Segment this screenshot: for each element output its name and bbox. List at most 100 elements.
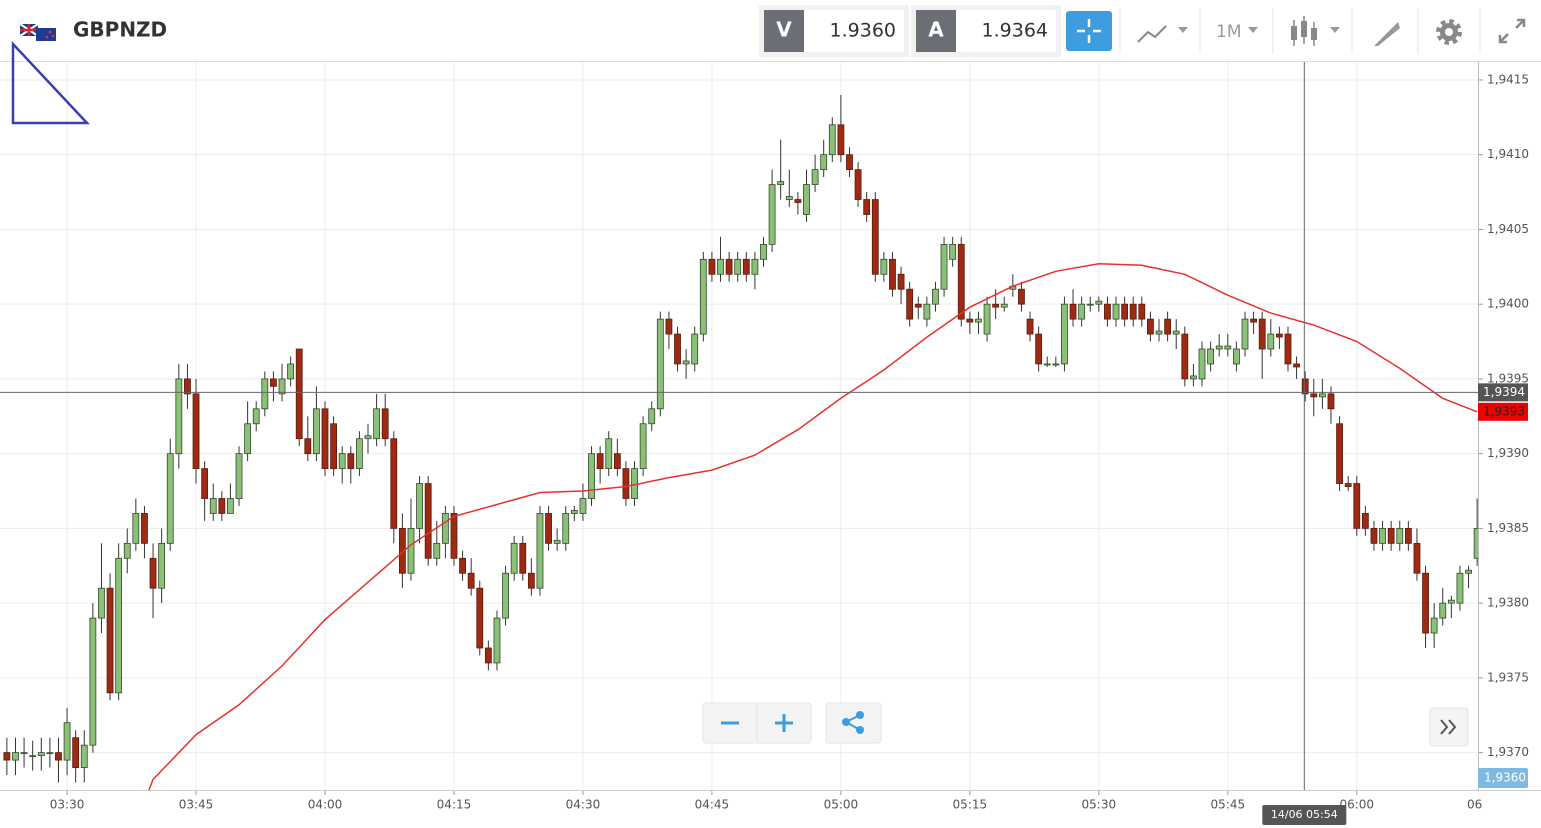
candle-body <box>192 393 200 470</box>
zoom-in[interactable] <box>775 714 793 732</box>
x-tick-label: 06:00 <box>1339 798 1374 812</box>
candle-body <box>235 453 243 499</box>
grid <box>0 62 1478 790</box>
x-tick-label: 04:00 <box>308 798 343 812</box>
candle-body <box>115 557 123 694</box>
candle-body <box>476 587 484 649</box>
candle-body <box>149 557 157 589</box>
candle-body <box>98 587 105 619</box>
candle-body <box>1344 483 1352 487</box>
candle-body <box>1318 393 1326 398</box>
candle-body <box>106 587 114 694</box>
moving-average <box>148 263 1478 790</box>
scroll-end-button[interactable] <box>1429 707 1469 747</box>
draw-icon[interactable] <box>1374 22 1400 46</box>
y-tick-label: 1,9400 <box>1487 297 1529 311</box>
candle-body <box>553 539 561 544</box>
candle-body <box>983 303 991 335</box>
candle-body <box>338 453 346 470</box>
candle-body <box>347 453 355 470</box>
candle-body <box>1370 527 1378 544</box>
candle-body <box>459 557 466 574</box>
candle-body <box>1430 617 1438 634</box>
y-tick-label: 1,9375 <box>1487 670 1529 684</box>
candle-body <box>1267 333 1275 350</box>
axes: 1,9370 1,9375 1,9380 1,9385 1,9390 1,9395 1,94… <box>0 62 1541 825</box>
candle-body <box>828 124 836 156</box>
candle-body <box>287 363 295 380</box>
candle-body <box>957 243 965 320</box>
timeframe[interactable]: 1M <box>1216 22 1241 42</box>
candle-body <box>1035 333 1043 365</box>
candle-body <box>708 258 716 275</box>
candle-type-icon[interactable] <box>1291 16 1317 46</box>
candle-body <box>1310 393 1318 398</box>
candle-body <box>12 752 19 761</box>
x-tick-label: 03:30 <box>50 798 85 812</box>
y-tick-label: 1,9380 <box>1487 596 1529 610</box>
indicator-icon[interactable] <box>1137 25 1167 43</box>
symbol: GBPNZD <box>73 18 167 42</box>
candle-body <box>1181 333 1189 380</box>
candle-body <box>1026 318 1034 335</box>
y-tick-label: 1,9370 <box>1487 745 1529 759</box>
flag <box>19 23 56 41</box>
candle-body <box>398 527 406 574</box>
candle-body <box>3 752 11 761</box>
candle-body <box>175 378 183 455</box>
candle-body <box>545 513 552 544</box>
buy-button[interactable] <box>916 10 956 52</box>
candle-body <box>313 408 320 455</box>
collapse-icon[interactable] <box>1498 18 1526 44</box>
candle-body <box>218 498 226 514</box>
y-tick-label: 1,9390 <box>1487 446 1529 460</box>
candle-body <box>63 722 71 761</box>
candle-body <box>751 258 759 275</box>
candle-body <box>123 542 131 559</box>
candle-body <box>493 617 501 664</box>
candle-body <box>467 572 475 589</box>
candle-body <box>768 184 776 245</box>
candle-body <box>1456 572 1464 604</box>
candle-body <box>622 468 630 499</box>
candle-body <box>166 453 174 544</box>
candle-body <box>244 423 252 455</box>
share-button[interactable] <box>825 702 882 744</box>
candle-body <box>407 527 415 574</box>
candle-body <box>1207 348 1215 365</box>
x-tick-label: 06 <box>1467 798 1482 812</box>
header: GBPNZD V 1.9360 A 1.9364 1M <box>0 0 1541 62</box>
sell-button[interactable] <box>764 10 804 52</box>
candle-body <box>889 258 896 290</box>
candle-body <box>484 647 492 664</box>
drawing-triangle[interactable] <box>11 40 90 125</box>
flag-star <box>48 30 52 34</box>
crosshair-button[interactable] <box>1066 11 1112 51</box>
candle-body <box>1043 363 1051 366</box>
candle-body <box>579 498 587 514</box>
x-tick-label: 03:45 <box>179 798 214 812</box>
candle-body <box>1284 333 1292 365</box>
candle-body <box>29 755 37 758</box>
settings-icon[interactable] <box>1436 19 1462 45</box>
candle-body <box>605 438 613 470</box>
candle-body <box>846 154 853 171</box>
candle-body <box>820 154 828 171</box>
candle-body <box>1293 363 1300 368</box>
candle-body <box>1147 318 1154 335</box>
candle-body <box>1095 300 1103 305</box>
candle-body <box>880 258 888 275</box>
candle-body <box>1215 345 1223 350</box>
dropdown-arrow <box>1330 27 1340 33</box>
candle-body <box>570 510 578 514</box>
candle-body <box>158 542 166 589</box>
candle-body <box>1018 288 1025 305</box>
candle-body <box>1413 542 1421 574</box>
sell-label: V <box>776 18 792 42</box>
candle-body <box>295 348 303 440</box>
candle-body <box>330 423 338 470</box>
candle-body <box>1473 527 1478 559</box>
candle-body <box>184 378 191 395</box>
candle-body <box>1061 303 1068 365</box>
